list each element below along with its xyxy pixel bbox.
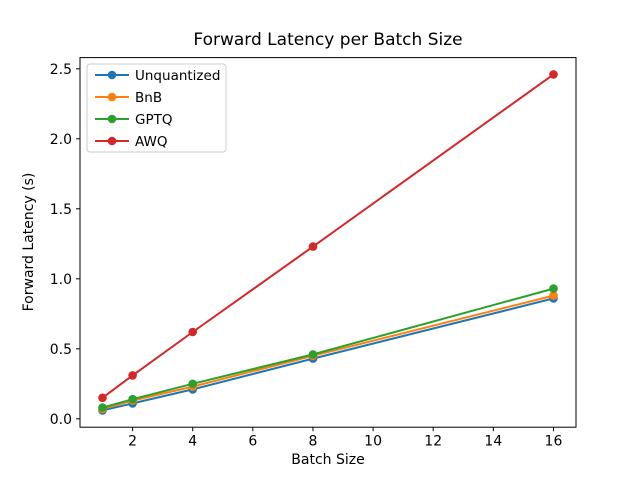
data-point-gptq [308,350,318,359]
data-point-gptq [128,394,137,404]
x-tick-label: 16 [545,434,563,450]
legend-box [86,63,227,153]
data-point-bnb [549,291,558,300]
data-point-awq [128,371,137,380]
data-point-gptq [549,284,558,293]
x-tick-label: 6 [248,434,257,450]
x-tick-label: 12 [424,434,442,450]
x-tick-label: 4 [188,434,197,450]
chart-title: Forward Latency per Batch Size [193,30,463,50]
data-point-awq [188,327,197,337]
data-point-awq [308,242,318,251]
legend-marker-bnb [107,92,117,102]
series-line-bnb [102,294,554,410]
legend-label-bnb: BnB [135,90,162,106]
legend-marker-gptq [107,114,117,124]
x-axis-label: Batch Size [291,452,365,468]
axes-spines [79,57,577,428]
legend-label-gptq: GPTQ [135,112,172,128]
x-tick-label: 10 [364,434,382,450]
series-line-unquantized [102,297,554,412]
x-tick-label: 8 [309,434,318,450]
y-tick-label: 2.0 [50,132,72,148]
data-point-awq [549,70,558,79]
legend-label-unquantized: Unquantized [135,68,220,84]
y-tick-label: 0.0 [50,412,72,428]
y-tick-label: 0.5 [50,342,72,358]
data-point-gptq [98,403,107,412]
x-tick-label: 14 [484,434,502,450]
data-point-awq [98,393,107,403]
data-point-gptq [188,379,197,389]
legend-marker-awq [107,136,117,146]
y-axis-label: Forward Latency (s) [21,172,37,312]
legend-marker-unquantized [107,70,117,80]
y-tick-label: 1.5 [50,202,72,218]
y-tick-label: 2.5 [50,62,72,78]
legend-label-awq: AWQ [135,134,167,150]
x-tick-label: 2 [128,434,137,450]
y-tick-label: 1.0 [50,272,72,288]
